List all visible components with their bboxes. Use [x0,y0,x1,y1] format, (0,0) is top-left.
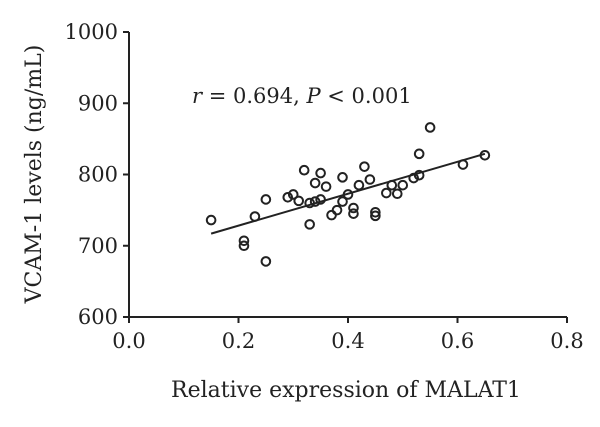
data-point [309,177,321,189]
y-tick-label: 800 [78,163,118,187]
data-point [293,195,305,207]
y-tick-label: 1000 [65,20,118,44]
axes [123,31,568,323]
data-point [413,148,425,160]
data-point [348,208,359,219]
x-tick-label: 0.0 [112,329,145,353]
x-tick-label: 0.8 [550,329,583,353]
data-point [260,256,272,267]
data-point [337,196,348,207]
data-point [348,202,359,214]
data-point [287,189,299,200]
data-point [320,181,332,192]
data-point [479,149,491,161]
data-point [359,161,370,172]
data-point [331,204,343,216]
trendline-group [210,152,486,235]
data-point [381,187,392,199]
y-tick-label: 600 [78,305,118,329]
data-point [408,172,420,184]
data-point [315,194,326,205]
p-value: < 0.001 [321,84,412,108]
data-point [370,206,381,218]
x-tick-label: 0.6 [441,329,474,353]
data-point [457,159,469,170]
data-point [304,219,315,230]
data-point [391,188,403,200]
data-point [315,167,326,179]
data-point [370,210,381,222]
data-points [205,122,491,267]
data-point [298,164,310,176]
y-tick-label: 900 [78,91,118,115]
data-point [326,209,337,221]
data-point [386,179,398,191]
data-point [424,122,436,133]
data-point [304,197,315,209]
data-point [364,174,376,185]
data-point [337,172,348,183]
data-point [282,192,294,203]
data-point [353,179,365,191]
data-point [397,179,409,191]
r-value: = 0.694, [202,84,306,108]
data-point [249,211,261,222]
p-symbol: P [305,84,321,108]
x-tick-label: 0.4 [331,329,364,353]
data-point [260,194,272,205]
correlation-annotation: r = 0.694, P < 0.001 [192,84,412,108]
tick-labels: 600 700 800 900 1000 0.0 0.2 0.4 0.6 0.8 [65,20,584,353]
data-point [238,235,250,247]
data-point [238,240,250,252]
y-axis-label: VCAM-1 levels (ng/mL) [22,45,47,305]
trendline [210,152,486,235]
data-point [342,189,354,200]
r-symbol: r [192,84,204,108]
data-point [413,169,425,181]
x-tick-label: 0.2 [222,329,255,353]
data-point [309,196,321,207]
y-tick-label: 700 [78,234,118,258]
data-point [205,214,217,226]
x-axis-label: Relative expression of MALAT1 [171,378,521,403]
